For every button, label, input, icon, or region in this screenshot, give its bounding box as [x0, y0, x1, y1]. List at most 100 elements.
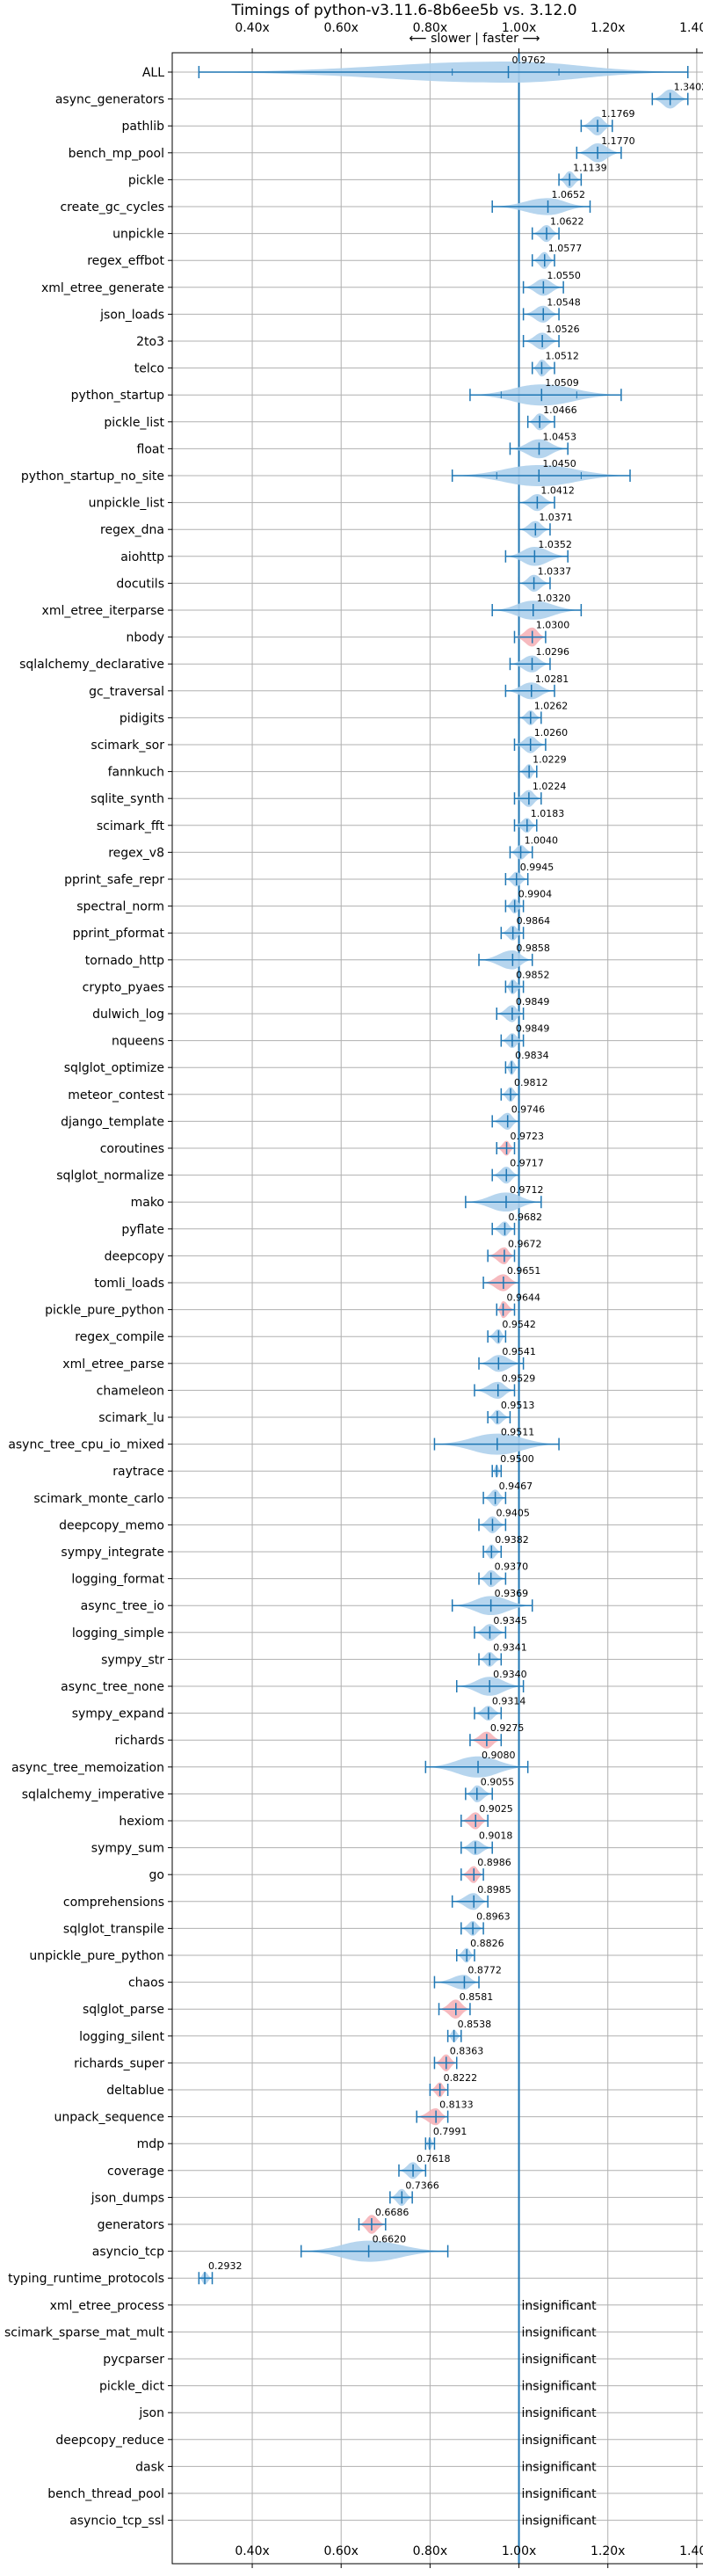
category-label: scimark_sor	[91, 739, 164, 753]
category-label: ALL	[142, 66, 164, 80]
value-label: 0.9405	[496, 1507, 530, 1518]
x-tick-label-bottom: 0.80x	[413, 2544, 447, 2558]
value-label: 0.9746	[511, 1103, 546, 1115]
value-label: 0.7991	[433, 2126, 467, 2137]
value-label: 1.0320	[537, 593, 571, 604]
value-label: 0.9858	[516, 942, 550, 954]
insignificant-label: insignificant	[522, 2380, 598, 2394]
category-label: dulwich_log	[92, 1008, 164, 1022]
category-label: coverage	[107, 2165, 164, 2179]
category-label: telco	[134, 362, 164, 376]
category-label: bench_mp_pool	[69, 147, 164, 161]
category-label: chaos	[128, 1976, 164, 1990]
value-label: 1.0450	[542, 458, 576, 469]
category-label: nbody	[127, 631, 165, 645]
category-label: typing_runtime_protocols	[8, 2272, 164, 2286]
value-label: 0.8222	[444, 2072, 477, 2084]
value-label: 0.9541	[502, 1346, 536, 1357]
value-label: 0.9834	[515, 1050, 549, 1061]
category-label: dask	[135, 2460, 165, 2474]
value-label: 0.9651	[507, 1265, 541, 1277]
value-label: 0.8985	[477, 1884, 511, 1896]
value-label: 1.0526	[546, 324, 580, 335]
category-label: crypto_pyaes	[83, 980, 164, 994]
value-label: 0.9644	[507, 1292, 541, 1304]
category-label: tomli_loads	[94, 1277, 164, 1291]
x-tick-label-top: 1.40x	[679, 21, 703, 35]
value-label: 0.9511	[501, 1427, 535, 1438]
value-label: 0.9467	[499, 1481, 533, 1492]
x-tick-label-top: 0.40x	[235, 21, 269, 35]
category-label: json_loads	[99, 308, 164, 322]
x-tick-label-top: 1.00x	[502, 21, 536, 35]
category-label: nqueens	[112, 1035, 164, 1049]
value-label: 0.9018	[479, 1830, 513, 1842]
category-label: scimark_fft	[97, 819, 165, 833]
value-label: 1.0550	[547, 270, 581, 281]
category-label: hexiom	[119, 1815, 164, 1829]
value-label: 1.0224	[533, 781, 567, 792]
value-label: 1.0262	[534, 700, 569, 711]
value-label: 0.6620	[373, 2234, 407, 2245]
value-label: 1.3402	[674, 82, 703, 93]
value-label: 1.0577	[548, 243, 583, 254]
category-label: async_generators	[55, 93, 164, 107]
category-label: create_gc_cycles	[60, 200, 164, 215]
category-label: generators	[98, 2218, 164, 2232]
category-label: deepcopy_reduce	[55, 2434, 164, 2448]
value-label: 0.9382	[495, 1534, 529, 1546]
category-label: pickle_pure_python	[45, 1304, 164, 1318]
insignificant-label: insignificant	[522, 2406, 598, 2420]
category-label: async_tree_io	[81, 1599, 164, 1613]
value-label: 0.8986	[477, 1857, 511, 1868]
category-label: pprint_pformat	[73, 927, 165, 941]
category-label: bench_thread_pool	[47, 2487, 164, 2501]
value-label: 1.0512	[545, 351, 579, 362]
value-label: 0.9849	[516, 1023, 550, 1035]
category-label: xml_etree_iterparse	[42, 604, 164, 618]
value-label: 1.0412	[540, 485, 575, 497]
value-label: 0.8581	[460, 1991, 494, 2003]
category-label: regex_compile	[75, 1330, 164, 1344]
value-label: 1.0260	[534, 727, 569, 739]
value-label: 0.9542	[502, 1319, 536, 1330]
value-label: 0.2932	[208, 2260, 242, 2272]
category-label: json_dumps	[91, 2191, 164, 2205]
value-label: 1.0548	[547, 296, 581, 308]
category-label: xml_etree_process	[50, 2299, 164, 2313]
value-label: 0.9723	[511, 1131, 545, 1142]
value-label: 0.7366	[405, 2179, 439, 2191]
plot-marks: 0.9762 1.3402 1.1769 1.1770 1.1139 1.0652 1.06…	[198, 53, 703, 2564]
category-label: asyncio_tcp	[92, 2245, 164, 2259]
category-label: python_startup	[71, 389, 164, 403]
insignificant-label: insignificant	[522, 2353, 598, 2367]
category-label: json	[138, 2406, 164, 2420]
category-label: gc_traversal	[89, 685, 164, 699]
value-label: 0.9812	[514, 1077, 548, 1088]
x-tick-label-bottom: 0.60x	[323, 2544, 358, 2558]
category-label: python_startup_no_site	[21, 469, 164, 484]
insignificant-label: insignificant	[522, 2487, 598, 2501]
category-label: logging_simple	[72, 1626, 164, 1641]
value-label: 1.0509	[545, 377, 579, 389]
value-label: 1.0337	[538, 565, 572, 577]
value-label: 0.8363	[450, 2045, 484, 2056]
value-label: 0.9945	[520, 862, 554, 873]
value-label: 1.0296	[536, 646, 570, 658]
value-label: 0.9904	[518, 889, 553, 900]
category-label: pidigits	[120, 711, 164, 725]
value-label: 0.6686	[375, 2207, 409, 2218]
value-label: 1.0352	[538, 539, 572, 550]
value-label: 1.0652	[552, 189, 586, 200]
category-label: pathlib	[122, 120, 165, 134]
category-label: deltablue	[106, 2084, 164, 2098]
value-label: 1.0229	[533, 754, 567, 766]
category-label: chameleon	[97, 1384, 164, 1398]
value-label: 1.1139	[573, 162, 607, 173]
category-label: async_tree_none	[61, 1680, 164, 1694]
value-label: 0.8538	[458, 2019, 492, 2030]
category-label: sqlalchemy_declarative	[19, 658, 164, 672]
value-label: 0.9340	[493, 1669, 527, 1680]
value-label: 0.8133	[439, 2099, 474, 2111]
value-label: 0.9025	[479, 1803, 513, 1815]
